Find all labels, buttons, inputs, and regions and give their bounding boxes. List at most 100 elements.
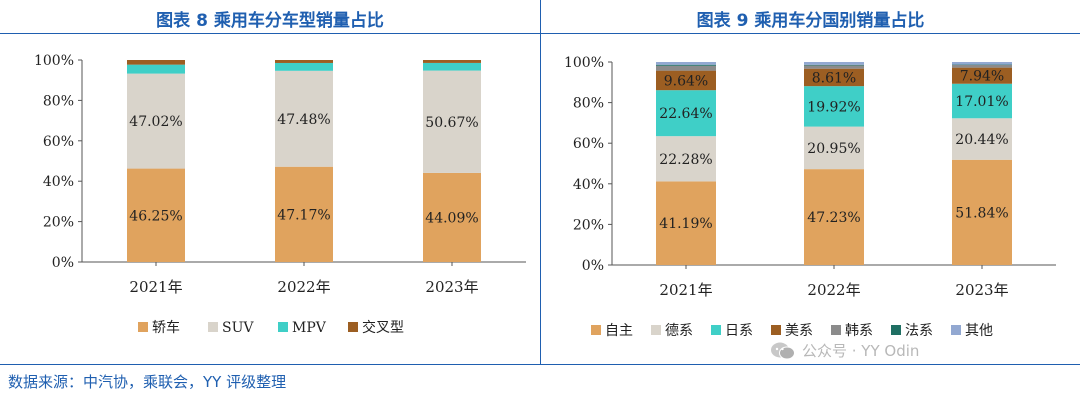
data-label: 20.95% [807, 141, 860, 157]
y-tick-label: 20% [573, 217, 604, 233]
data-label: 20.44% [955, 132, 1008, 148]
data-label: 8.61% [812, 70, 856, 86]
legend-label: 美系 [785, 323, 813, 339]
legend-label: 日系 [725, 323, 753, 339]
data-label: 47.23% [807, 210, 860, 226]
y-tick-label: 60% [43, 134, 74, 150]
x-tick-label: 2023年 [955, 281, 1008, 299]
watermark: 公众号 · YY Odin [770, 340, 919, 361]
legend-swatch [831, 325, 841, 335]
y-tick-label: 0% [52, 255, 74, 271]
legend-label: 其他 [965, 323, 993, 339]
bar-segment [656, 181, 716, 265]
title-rule-left [0, 33, 540, 34]
bar-segment [423, 62, 481, 71]
y-tick-label: 40% [43, 174, 74, 190]
data-label: 51.84% [955, 205, 1008, 221]
bar-segment [952, 83, 1012, 119]
bar-segment [275, 166, 333, 262]
bar-segment [952, 67, 1012, 84]
bar-segment [804, 65, 864, 69]
bar-segment [127, 60, 185, 65]
x-tick-label: 2021年 [129, 278, 182, 296]
bar-segment [952, 159, 1012, 265]
bar-segment [656, 64, 716, 66]
bar-segment [952, 62, 1012, 65]
legend-swatch [278, 322, 288, 332]
bar-segment [127, 73, 185, 169]
title-rule-right [541, 33, 1080, 34]
legend-swatch [138, 322, 148, 332]
bar-segment [804, 64, 864, 66]
bar-segment [656, 62, 716, 65]
data-label: 46.25% [129, 208, 182, 224]
data-label: 7.94% [960, 69, 1004, 85]
wechat-icon [771, 342, 795, 359]
data-label: 9.64% [664, 73, 708, 89]
y-tick-label: 100% [34, 53, 74, 69]
bar-segment [804, 68, 864, 87]
y-tick-label: 80% [43, 93, 74, 109]
data-label: 22.28% [659, 152, 712, 168]
bar-segment [275, 60, 333, 63]
data-label: 44.09% [425, 210, 478, 226]
bar-segment [423, 60, 481, 63]
y-tick-label: 80% [573, 96, 604, 112]
chart-title-right: 图表 9 乘用车分国别销量占比 [696, 11, 925, 31]
legend-swatch [348, 322, 358, 332]
data-label: 17.01% [955, 94, 1008, 110]
bar-segment [952, 118, 1012, 160]
x-tick-label: 2022年 [277, 278, 330, 296]
legend-label: 自主 [605, 323, 633, 339]
bar-segment [656, 65, 716, 71]
legend-label: 法系 [905, 323, 933, 339]
panel-divider [540, 0, 541, 364]
x-tick-label: 2023年 [425, 278, 478, 296]
bar-segment [275, 62, 333, 71]
data-label: 22.64% [659, 106, 712, 122]
legend-swatch [891, 325, 901, 335]
data-label: 47.02% [129, 114, 182, 130]
data-label: 19.92% [807, 99, 860, 115]
data-label: 47.17% [277, 207, 330, 223]
y-tick-label: 20% [43, 215, 74, 231]
legend-swatch [591, 325, 601, 335]
legend-label: 德系 [665, 323, 693, 339]
footer-rule [0, 364, 1080, 365]
bar-segment [656, 70, 716, 91]
legend-swatch [651, 325, 661, 335]
y-tick-label: 60% [573, 136, 604, 152]
bar-segment [423, 172, 481, 262]
source-note: 数据来源：中汽协，乘联会，YY 评级整理 [8, 373, 287, 391]
bar-segment [804, 62, 864, 65]
watermark-text: 公众号 · YY Odin [802, 342, 920, 360]
legend-label: SUV [222, 320, 254, 336]
bar-segment [656, 136, 716, 182]
bar-segment [804, 126, 864, 170]
legend-label: 交叉型 [362, 319, 404, 336]
bar-segment [656, 90, 716, 137]
y-tick-label: 100% [564, 55, 604, 71]
data-label: 47.48% [277, 112, 330, 128]
bar-segment [804, 86, 864, 127]
bar-segment [804, 169, 864, 265]
chart-right: 0% 20% 40% 60% 80% 100% 41.19% 22.28% 22.64% 9.64… [564, 55, 1056, 339]
legend-swatch [208, 322, 218, 332]
bar-segment [423, 70, 481, 173]
legend-label: MPV [292, 320, 327, 336]
data-label: 50.67% [425, 115, 478, 131]
bar-segment [127, 64, 185, 74]
y-tick-label: 40% [573, 177, 604, 193]
bar-segment [275, 70, 333, 167]
bar-segment [127, 168, 185, 262]
y-tick-label: 0% [582, 258, 604, 274]
x-tick-label: 2022年 [807, 281, 860, 299]
chart-left: 0% 20% 40% 60% 80% 100% 46.25% 47.02% 2021年 47.17… [34, 53, 526, 336]
chart-title-left: 图表 8 乘用车分车型销量占比 [156, 11, 384, 31]
bar-segment [952, 64, 1012, 68]
data-label: 41.19% [659, 216, 712, 232]
legend-label: 轿车 [152, 319, 180, 336]
legend-swatch [711, 325, 721, 335]
legend-swatch [771, 325, 781, 335]
x-tick-label: 2021年 [659, 281, 712, 299]
